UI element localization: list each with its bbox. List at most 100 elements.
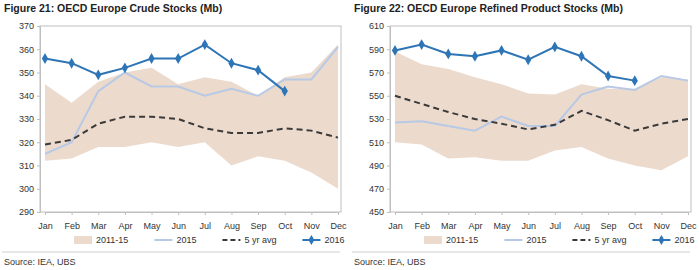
- plot-area: [392, 39, 688, 170]
- series-marker: [578, 51, 584, 62]
- x-tick-mark: [502, 212, 503, 215]
- x-tick-label: May: [494, 221, 512, 231]
- x-tick-label: Jan: [388, 221, 403, 231]
- x-tick-label: Nov: [304, 221, 321, 231]
- x-tick: Dec: [330, 212, 347, 231]
- legend-item: 2016: [652, 235, 694, 245]
- x-tick-label: Oct: [278, 221, 293, 231]
- y-tick-label: 340: [19, 91, 34, 101]
- y-tick: 570: [369, 68, 390, 78]
- y-tick: 290: [19, 207, 40, 217]
- legend-item: 2011-15: [74, 235, 128, 245]
- source-note: Source: IEA, UBS: [4, 257, 76, 267]
- chart-title: Figure 21: OECD Europe Crude Stocks (Mb): [4, 2, 222, 14]
- x-tick-mark: [311, 212, 312, 215]
- x-tick-mark: [422, 212, 423, 215]
- y-tick-label: 570: [369, 68, 384, 78]
- x-tick-mark: [395, 212, 396, 215]
- y-tick: 530: [369, 114, 390, 124]
- series-marker: [95, 69, 101, 80]
- legend-item: 2016: [302, 235, 344, 245]
- series-marker: [228, 58, 234, 69]
- y-tick-mark: [37, 96, 40, 97]
- x-tick-label: Jan: [38, 221, 53, 231]
- y-tick: 550: [369, 91, 390, 101]
- legend-item: 2015: [504, 235, 546, 245]
- y-tick-label: 610: [369, 21, 384, 31]
- x-tick-label: Jun: [521, 221, 536, 231]
- x-tick-mark: [581, 212, 582, 215]
- series-marker: [42, 53, 48, 64]
- x-tick-label: Mar: [441, 221, 457, 231]
- series-marker: [202, 39, 208, 50]
- legend-label: 5 yr avg: [594, 235, 626, 245]
- chart-title: Figure 22: OECD Europe Refined Product S…: [354, 2, 623, 14]
- legend-marker: [308, 235, 314, 245]
- y-tick: 310: [19, 161, 40, 171]
- legend-label: 2015: [526, 235, 546, 245]
- y-tick-label: 300: [19, 184, 34, 194]
- series-line: [45, 45, 285, 92]
- y-tick: 610: [369, 21, 390, 31]
- x-tick: Aug: [224, 212, 240, 231]
- x-tick-mark: [528, 212, 529, 215]
- x-tick-label: Feb: [64, 221, 80, 231]
- y-tick-mark: [37, 212, 40, 213]
- x-tick-label: May: [144, 221, 162, 231]
- series-marker: [392, 45, 398, 56]
- legend-swatch: [572, 239, 590, 241]
- x-tick-label: Dec: [330, 221, 347, 231]
- y-tick: 490: [369, 161, 390, 171]
- x-tick: Feb: [64, 212, 80, 231]
- x-tick-mark: [72, 212, 73, 215]
- x-tick-mark: [231, 212, 232, 215]
- x-tick-mark: [125, 212, 126, 215]
- series-marker: [122, 62, 128, 73]
- y-tick-label: 310: [19, 161, 34, 171]
- source-note: Source: IEA, UBS: [354, 257, 426, 267]
- legend-label: 5 yr avg: [244, 235, 276, 245]
- x-tick: Apr: [468, 212, 482, 231]
- y-tick-label: 470: [369, 184, 384, 194]
- x-tick-label: Jul: [200, 221, 212, 231]
- series-line: [45, 117, 338, 145]
- separator: [352, 252, 690, 253]
- x-tick-label: Jul: [550, 221, 562, 231]
- y-axis: 290300310320330340350360370: [19, 21, 41, 217]
- legend: 2011-15 2015 5 yr avg 2016: [424, 235, 694, 245]
- chart-panel: Figure 21: OECD Europe Crude Stocks (Mb)…: [2, 2, 347, 267]
- x-tick: Feb: [414, 212, 430, 231]
- x-tick: Aug: [574, 212, 590, 231]
- x-tick-mark: [635, 212, 636, 215]
- legend-label: 2016: [324, 235, 344, 245]
- x-tick: Sep: [601, 212, 617, 231]
- series-marker: [148, 53, 154, 64]
- x-tick: Jan: [38, 212, 53, 231]
- x-tick-mark: [285, 212, 286, 215]
- y-axis: 450470490510530550570590610: [369, 21, 391, 217]
- x-tick-label: Sep: [601, 221, 617, 231]
- y-tick: 590: [369, 45, 390, 55]
- legend-label: 2011-15: [446, 235, 478, 245]
- x-tick-mark: [555, 212, 556, 215]
- figure: Figure 21: OECD Europe Crude Stocks (Mb)…: [0, 0, 699, 270]
- x-tick-label: Aug: [574, 221, 590, 231]
- series-marker: [445, 48, 451, 59]
- y-tick-mark: [37, 49, 40, 50]
- series-marker: [605, 71, 611, 82]
- y-tick-label: 490: [369, 161, 384, 171]
- y-tick-mark: [387, 26, 390, 27]
- y-tick-label: 320: [19, 138, 34, 148]
- x-axis-line: [46, 213, 339, 216]
- legend-item: 5 yr avg: [572, 235, 626, 245]
- series-line: [45, 47, 338, 154]
- x-axis: JanFebMarAprMayJunJulAugSepOctNovDec: [388, 212, 697, 231]
- x-tick: Mar: [441, 212, 457, 231]
- y-tick: 350: [19, 68, 40, 78]
- legend-item: 5 yr avg: [222, 235, 276, 245]
- x-tick-label: Aug: [224, 221, 240, 231]
- legend-label: 2015: [176, 235, 196, 245]
- chart-panel: Figure 22: OECD Europe Refined Product S…: [352, 2, 697, 267]
- y-tick-mark: [387, 166, 390, 167]
- y-tick-label: 550: [369, 91, 384, 101]
